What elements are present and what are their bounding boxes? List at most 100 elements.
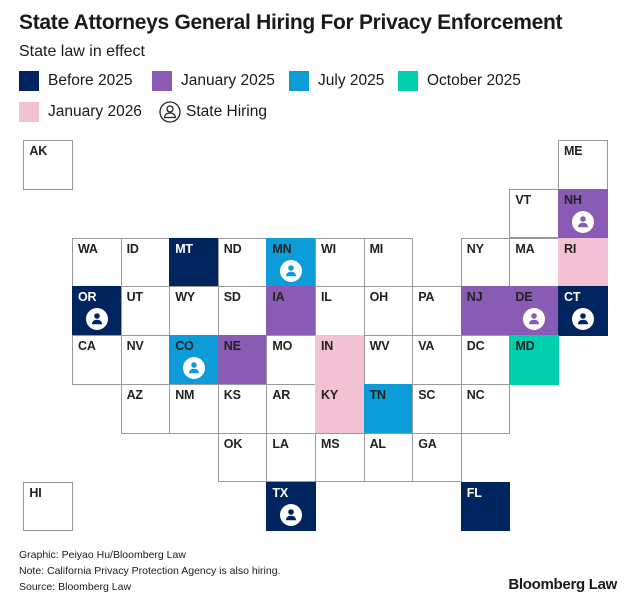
bloomberg-law-logo: Bloomberg Law: [508, 576, 617, 593]
state-hiring-icon: [571, 308, 594, 331]
source: Source: Bloomberg Law: [19, 581, 132, 593]
state-abbr: NJ: [466, 290, 483, 305]
state-tile-ri: RI: [558, 237, 608, 288]
state-abbr: DC: [466, 339, 485, 354]
legend-swatch: [289, 71, 309, 91]
state-tile-mn: MN: [266, 237, 316, 288]
state-tile-nj: NJ: [460, 286, 511, 336]
state-tile-ak: AK: [23, 140, 73, 190]
state-abbr: WY: [175, 290, 195, 305]
legend-swatch: [398, 71, 418, 91]
state-hiring-icon: [182, 357, 205, 380]
state-abbr: MS: [321, 436, 340, 451]
state-abbr: OR: [78, 290, 97, 305]
state-tile-pa: PA: [412, 286, 462, 336]
state-tile-ct: CT: [558, 286, 608, 336]
state-abbr: ME: [564, 144, 583, 158]
state-tile-oh: OH: [363, 286, 414, 336]
state-tile-nh: NH: [558, 188, 608, 239]
graphic-credit: Graphic: Peiyao Hu/Bloomberg Law: [19, 549, 186, 561]
state-hiring-icon: [280, 259, 303, 282]
state-abbr: DE: [515, 290, 533, 305]
state-tile-wy: WY: [169, 286, 219, 336]
state-tile-mo: MO: [266, 335, 316, 385]
legend-label: October 2025: [427, 72, 521, 89]
state-abbr: IL: [321, 290, 332, 305]
legend-swatch: [19, 102, 39, 122]
state-tile-de: DE: [509, 286, 559, 336]
state-abbr: WA: [78, 241, 98, 256]
state-abbr: NH: [564, 192, 582, 207]
state-tile-mi: MI: [363, 237, 414, 288]
state-abbr: OH: [369, 290, 389, 305]
state-abbr: FL: [466, 485, 482, 500]
state-tile-mt: MT: [169, 237, 219, 288]
state-abbr: GA: [418, 436, 437, 451]
state-tile-ar: AR: [266, 384, 316, 434]
legend-item-july-2025: July 2025: [289, 71, 384, 91]
state-tile-ok: OK: [217, 432, 268, 483]
state-abbr: NE: [223, 339, 241, 354]
state-tile-az: AZ: [120, 384, 171, 434]
state-hiring-icon: [571, 210, 594, 233]
state-abbr: VT: [515, 192, 531, 207]
state-abbr: TN: [369, 388, 386, 402]
state-tile-id: ID: [120, 237, 171, 288]
state-abbr: AL: [369, 436, 386, 451]
state-abbr: MI: [369, 241, 384, 256]
state-tile-al: AL: [363, 432, 414, 483]
state-tile-sd: SD: [217, 286, 268, 336]
legend-item-state-hiring: State Hiring: [159, 101, 267, 123]
state-tile-la: LA: [266, 432, 316, 483]
state-tile-tn: TN: [363, 384, 414, 434]
state-hiring-icon: [523, 308, 546, 331]
state-abbr: NC: [466, 388, 485, 402]
state-abbr: MN: [272, 241, 292, 256]
state-abbr: MA: [515, 241, 535, 256]
state-tile-wi: WI: [315, 237, 365, 288]
state-abbr: NV: [126, 339, 144, 354]
legend-label: July 2025: [318, 72, 385, 89]
state-abbr: CA: [78, 339, 96, 354]
legend-label: Before 2025: [48, 72, 133, 89]
state-tile-ca: CA: [72, 335, 122, 385]
state-tile-ny: NY: [460, 237, 511, 288]
legend-label: January 2026: [48, 103, 142, 120]
state-abbr: HI: [29, 485, 42, 500]
note: Note: California Privacy Protection Agen…: [19, 565, 281, 577]
state-abbr: ND: [223, 241, 242, 256]
state-tile-ma: MA: [509, 237, 559, 288]
state-tile-ia: IA: [266, 286, 316, 336]
state-abbr: SD: [223, 290, 241, 305]
state-abbr: NM: [175, 388, 195, 402]
state-tile-wa: WA: [72, 237, 122, 288]
chart-title: State Attorneys General Hiring For Priva…: [19, 11, 563, 34]
state-tile-ms: MS: [315, 432, 365, 483]
state-abbr: CT: [564, 290, 581, 305]
state-tile-dc: DC: [460, 335, 511, 385]
state-hiring-icon: [85, 308, 108, 331]
state-abbr: PA: [418, 290, 435, 305]
legend-item-january-2025: January 2025: [152, 71, 275, 91]
state-abbr: MT: [175, 241, 193, 256]
state-abbr: UT: [126, 290, 143, 305]
state-tile-me: ME: [558, 140, 608, 190]
state-tile-tx: TX: [266, 481, 316, 532]
state-tile-ky: KY: [315, 384, 365, 434]
state-abbr: TX: [272, 485, 288, 500]
legend-swatch: [152, 71, 172, 91]
state-tile-or: OR: [72, 286, 122, 336]
state-abbr: NY: [466, 241, 484, 256]
state-abbr: KS: [223, 388, 241, 402]
state-tile-sc: SC: [412, 384, 462, 434]
state-tile-hi: HI: [23, 481, 73, 532]
state-tile-ga: GA: [412, 432, 462, 483]
state-tile-il: IL: [315, 286, 365, 336]
state-abbr: AR: [272, 388, 291, 402]
state-abbr: SC: [418, 388, 436, 402]
state-abbr: KY: [321, 388, 338, 402]
state-tile-nv: NV: [120, 335, 171, 385]
person-circle-icon: [159, 101, 181, 123]
state-tile-nm: NM: [169, 384, 219, 434]
state-tile-wv: WV: [363, 335, 414, 385]
